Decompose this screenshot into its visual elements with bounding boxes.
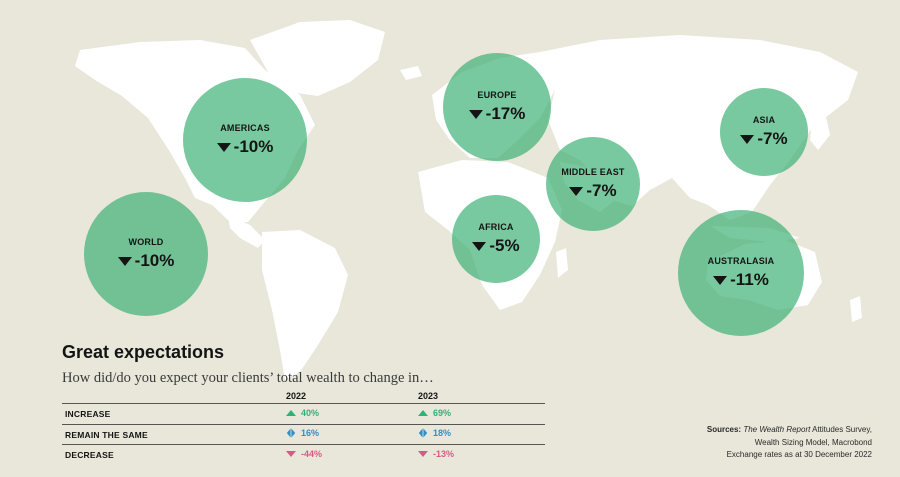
diamond-icon [418, 428, 428, 438]
cell-increase-2022: 40% [286, 408, 319, 418]
up-triangle-icon [286, 410, 296, 416]
down-triangle-icon [286, 451, 296, 457]
bubble-value: -10% [216, 137, 273, 157]
central-america-landmass [228, 215, 265, 248]
bubble-value: -7% [569, 181, 617, 201]
cell-increase-2023: 69% [418, 408, 451, 418]
column-header-2023: 2023 [418, 391, 439, 401]
bubble-americas: AMERICAS -10% [183, 78, 307, 202]
japan-landmass [810, 112, 830, 150]
row-label-increase: INCREASE [65, 409, 111, 419]
cell-same-2023: 18% [418, 428, 451, 438]
bubble-africa: AFRICA -5% [452, 195, 540, 283]
table-divider [62, 424, 545, 425]
chart-title: Great expectations [62, 342, 225, 362]
down-triangle-icon [472, 241, 487, 251]
south-america-landmass [262, 230, 348, 380]
bubble-value: -10% [117, 251, 174, 271]
bubble-value: -7% [740, 129, 788, 149]
cell-same-2022: 16% [286, 428, 319, 438]
bubble-world: WORLD -10% [84, 192, 208, 316]
bubble-australasia: AUSTRALASIA -11% [678, 210, 804, 336]
new-zealand-landmass [850, 296, 862, 322]
madagascar-landmass [556, 248, 568, 278]
row-label-remain-the-same: REMAIN THE SAME [65, 430, 148, 440]
down-triangle-icon [569, 186, 584, 196]
table-divider [62, 444, 545, 445]
down-triangle-icon [117, 256, 132, 266]
bubble-label: ASIA [752, 115, 776, 125]
column-header-2022: 2022 [286, 391, 307, 401]
bubble-value: -5% [472, 236, 520, 256]
sources-note: Sources: The Wealth Report Attitudes Sur… [706, 425, 872, 459]
cell-decrease-2022: -44% [286, 449, 322, 459]
bubble-label: AUSTRALASIA [707, 256, 775, 266]
down-triangle-icon [740, 134, 755, 144]
chart-subtitle: How did/do you expect your clients’ tota… [62, 370, 434, 386]
down-triangle-icon [713, 275, 728, 285]
down-triangle-icon [216, 142, 231, 152]
bubble-label: EUROPE [477, 90, 517, 100]
down-triangle-icon [468, 109, 483, 119]
bubble-label: MIDDLE EAST [561, 167, 625, 177]
iceland-landmass [400, 66, 422, 80]
up-triangle-icon [418, 410, 428, 416]
bubble-asia: ASIA -7% [720, 88, 808, 176]
greenland-landmass [250, 20, 385, 96]
table-divider [62, 403, 545, 404]
bubble-value: -17% [468, 104, 525, 124]
diamond-icon [286, 428, 296, 438]
bubble-europe: EUROPE -17% [443, 53, 551, 161]
bubble-value: -11% [713, 270, 769, 290]
bubble-middle-east: MIDDLE EAST -7% [546, 137, 640, 231]
cell-decrease-2023: -13% [418, 449, 454, 459]
row-label-decrease: DECREASE [65, 450, 114, 460]
bubble-label: AMERICAS [220, 123, 270, 133]
down-triangle-icon [418, 451, 428, 457]
bubble-label: WORLD [128, 237, 164, 247]
bubble-label: AFRICA [478, 222, 514, 232]
